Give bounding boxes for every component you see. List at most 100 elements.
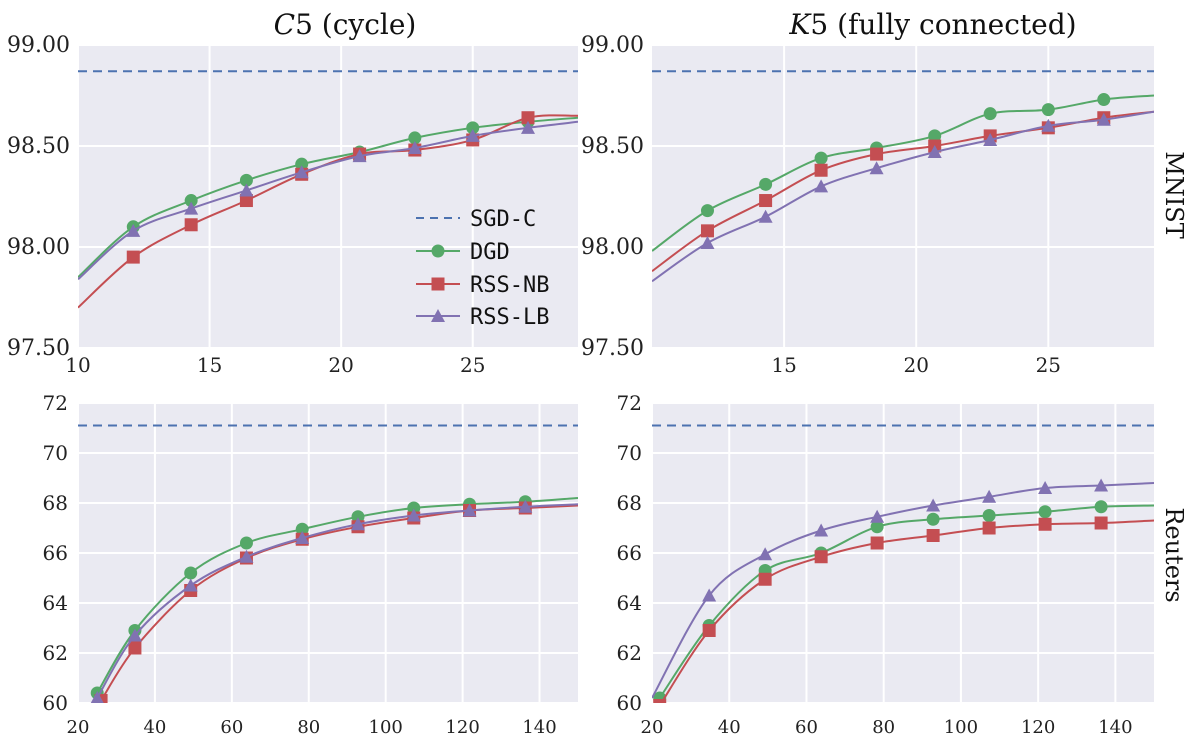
x-tick-label: 140 (1098, 717, 1132, 738)
marker-rsslb (518, 499, 533, 513)
y-tick-label: 60 (43, 691, 68, 715)
legend-dgd-marker (431, 244, 445, 258)
marker-dgd (1038, 505, 1052, 519)
marker-rssnb (184, 218, 198, 232)
marker-dgd (239, 536, 253, 550)
y-tick-label: 66 (617, 541, 642, 565)
marker-rssnb (1094, 516, 1108, 530)
marker-rssnb (700, 224, 714, 238)
marker-rsslb (462, 503, 477, 517)
marker-dgd (1041, 103, 1055, 117)
marker-dgd (351, 510, 365, 524)
row-label-mnist: MNIST (1160, 151, 1188, 239)
x-tick-label: 10 (65, 353, 90, 377)
marker-rsslb (1038, 481, 1053, 494)
marker-rsslb (1094, 478, 1109, 492)
marker-rssnb (814, 163, 828, 177)
marker-dgd (870, 520, 884, 534)
marker-rsslb (1096, 112, 1111, 126)
y-tick-label: 62 (43, 641, 68, 665)
row-label-reuters: Reuters (1160, 507, 1188, 602)
y-tick-label: 72 (617, 391, 642, 415)
marker-dgd (759, 177, 773, 191)
x-tick-label: 20 (903, 353, 928, 377)
y-tick-label: 98.00 (7, 235, 70, 260)
marker-rsslb (983, 132, 998, 146)
x-tick-label: 20 (641, 717, 664, 738)
chart-reuters-k5: 60 62 64 66 68 70 72 20 40 60 80 100 120 140 (617, 391, 1154, 738)
marker-rsslb (869, 161, 884, 175)
x-tick-label: 15 (771, 353, 796, 377)
series-rsslb-line (652, 482, 1154, 699)
y-tick-label: 62 (617, 641, 642, 665)
marker-rssnb (758, 572, 772, 586)
marker-rsslb (239, 183, 254, 197)
marker-rssnb (870, 147, 884, 161)
chart-reuters-c5: 60 62 64 66 68 70 72 20 40 60 80 100 120 140 (43, 391, 578, 738)
marker-dgd (1097, 93, 1111, 107)
marker-rssnb (702, 624, 716, 637)
marker-rssnb (814, 550, 828, 564)
marker-rssnb (521, 111, 535, 125)
marker-dgd (408, 131, 422, 145)
marker-rssnb (1038, 517, 1052, 531)
legend-sgd-label: SGD-C (470, 207, 536, 232)
data-layer (78, 424, 578, 703)
plot-area (78, 45, 578, 348)
x-tick-label: 80 (872, 717, 895, 738)
legend-rsslb-marker (431, 309, 445, 322)
y-tick-label: 70 (617, 441, 642, 465)
marker-dgd (814, 151, 828, 165)
y-tick-label: 99.00 (581, 33, 644, 58)
data-layer (652, 424, 1154, 703)
legend-rsslb-label: RSS-LB (470, 305, 549, 330)
plot-area (652, 45, 1154, 348)
marker-dgd (466, 121, 480, 135)
legend-dgd-label: DGD (470, 240, 510, 265)
y-tick-label: 98.00 (581, 235, 644, 260)
marker-rsslb (352, 149, 367, 163)
marker-rsslb (702, 588, 717, 602)
marker-rsslb (351, 517, 365, 531)
x-tick-label: 40 (718, 717, 741, 738)
y-tick-label: 60 (617, 691, 642, 715)
marker-rssnb (926, 529, 940, 542)
x-tick-label: 120 (445, 717, 479, 738)
marker-rssnb (982, 521, 996, 535)
marker-dgd (983, 107, 997, 121)
marker-dgd (982, 509, 996, 522)
marker-dgd (184, 566, 198, 580)
chart-mnist-k5: 97.50 98.00 98.50 99.00 15 20 25 (581, 33, 1154, 377)
y-tick-label: 99.00 (7, 33, 70, 58)
marker-rsslb (700, 235, 715, 249)
marker-dgd (295, 522, 309, 536)
x-tick-label: 25 (460, 353, 485, 377)
marker-rsslb (90, 691, 104, 703)
data-layer (652, 70, 1154, 283)
title-c5: C5 (cycle) (274, 8, 417, 41)
x-tick-label: 25 (1036, 353, 1061, 377)
y-tick-label: 72 (43, 391, 68, 415)
marker-rsslb (814, 523, 829, 537)
marker-rsslb (407, 141, 422, 155)
marker-rsslb (406, 508, 421, 522)
series-dgd-line (658, 504, 1154, 699)
series-rsslb-line (652, 110, 1154, 283)
y-tick-label: 66 (43, 541, 68, 565)
y-tick-label: 98.50 (581, 134, 644, 159)
marker-rsslb (465, 128, 480, 142)
legend: SGD-C DGD RSS-NB RSS-LB (416, 207, 549, 330)
marker-rssnb (126, 250, 140, 264)
series-dgd-line (652, 94, 1154, 252)
data-layer (78, 70, 578, 309)
marker-rssnb (653, 699, 667, 703)
x-tick-label: 140 (522, 717, 556, 738)
x-tick-label: 80 (297, 717, 320, 738)
x-tick-label: 20 (328, 353, 353, 377)
x-tick-label: 60 (795, 717, 818, 738)
y-tick-label: 70 (43, 441, 68, 465)
marker-rsslb (127, 628, 142, 642)
title-k5: K5 (fully connected) (788, 8, 1076, 41)
marker-rsslb (870, 509, 885, 523)
